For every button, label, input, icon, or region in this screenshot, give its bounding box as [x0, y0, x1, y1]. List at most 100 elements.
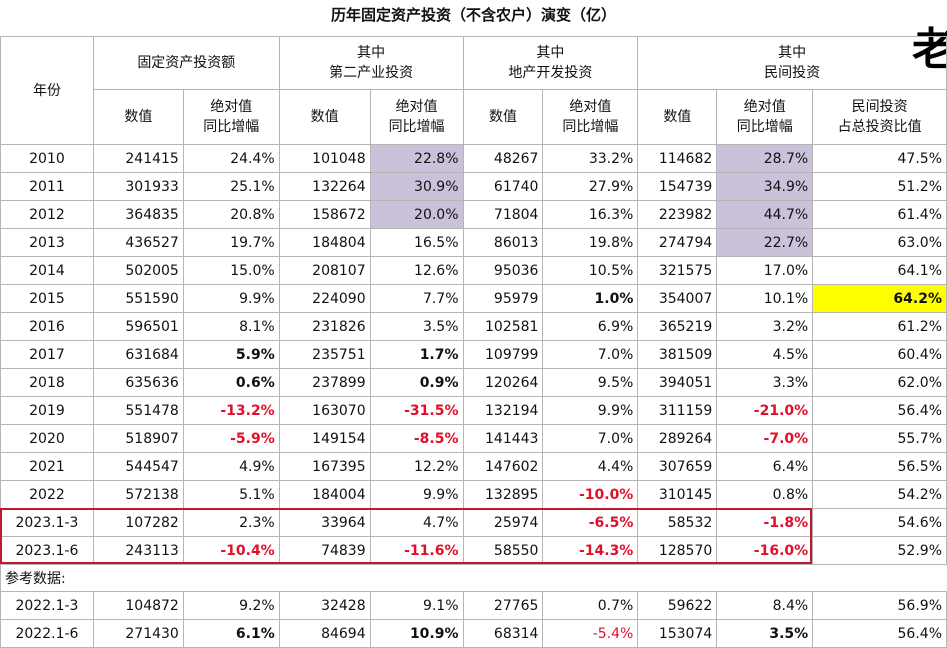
cell-sec-yoy: -8.5% — [369, 424, 464, 453]
cell-re-yoy: 27.9% — [542, 172, 639, 201]
cell-sec: 184804 — [278, 228, 371, 257]
cell-fai-yoy: 5.1% — [182, 480, 280, 509]
cell-pri-yoy: 0.8% — [716, 480, 814, 509]
cell-re: 61740 — [462, 172, 544, 201]
header-sec-yoy: 绝对值 同比增幅 — [369, 89, 464, 145]
cell-fai: 243113 — [92, 536, 184, 565]
cell-fai-yoy: 20.8% — [182, 200, 280, 229]
cell-year: 2020 — [0, 424, 94, 453]
cell-pri: 311159 — [637, 396, 718, 425]
cell-pri: 289264 — [637, 424, 718, 453]
cell-fai-yoy: -13.2% — [182, 396, 280, 425]
cell-pri-yoy: 3.2% — [716, 312, 814, 341]
cell-re: 109799 — [462, 340, 544, 369]
cell-year: 2022.1-6 — [0, 619, 94, 648]
cell-pri-yoy: 4.5% — [716, 340, 814, 369]
cell-year: 2015 — [0, 284, 94, 313]
header-pri-yoy: 绝对值 同比增幅 — [716, 89, 814, 145]
cell-sec-yoy: 12.2% — [369, 452, 464, 481]
table-row: 2013 436527 19.7% 184804 16.5% 86013 19.8% 2747… — [0, 228, 947, 257]
header-fai-value: 数值 — [92, 89, 184, 145]
header-realestate-l2: 地产开发投资 — [508, 65, 593, 81]
table-row: 2019 551478 -13.2% 163070 -31.5% 132194 9.9% 31… — [0, 396, 947, 425]
header-pri-value: 数值 — [637, 89, 718, 145]
cell-share: 56.5% — [812, 452, 947, 481]
cell-re: 141443 — [462, 424, 544, 453]
cell-fai-yoy: 2.3% — [182, 508, 280, 537]
cell-pri: 394051 — [637, 368, 718, 397]
table-row: 2018 635636 0.6% 237899 0.9% 120264 9.5% 394051… — [0, 368, 947, 397]
header-secondary: 其中 第二产业投资 — [278, 36, 464, 90]
table-row: 2021 544547 4.9% 167395 12.2% 147602 4.4% 30765… — [0, 452, 947, 481]
cell-sec: 158672 — [278, 200, 371, 229]
header-fai-yoy-l1: 绝对值 — [210, 99, 253, 115]
cell-pri: 381509 — [637, 340, 718, 369]
cell-fai: 544547 — [92, 452, 184, 481]
cell-pri-yoy: 28.7% — [716, 144, 814, 173]
cell-re-yoy: 4.4% — [542, 452, 639, 481]
header-re-yoy-l2: 同比增幅 — [562, 119, 619, 135]
cell-re-yoy: 19.8% — [542, 228, 639, 257]
cell-sec-yoy: 20.0% — [369, 200, 464, 229]
table-row: 2016 596501 8.1% 231826 3.5% 102581 6.9% 365219… — [0, 312, 947, 341]
cell-re: 102581 — [462, 312, 544, 341]
cell-pri: 365219 — [637, 312, 718, 341]
cell-fai: 551590 — [92, 284, 184, 313]
cell-pri: 223982 — [637, 200, 718, 229]
cell-pri: 321575 — [637, 256, 718, 285]
cell-re: 25974 — [462, 508, 544, 537]
cell-sec-yoy: -11.6% — [369, 536, 464, 565]
reference-row: 2022.1-6 271430 6.1% 84694 10.9% 68314 -5.4% 15… — [0, 619, 947, 648]
cell-sec: 224090 — [278, 284, 371, 313]
cell-pri-yoy: 22.7% — [716, 228, 814, 257]
cell-year: 2016 — [0, 312, 94, 341]
cell-share: 64.2% — [812, 284, 947, 313]
cell-fai-yoy: 0.6% — [182, 368, 280, 397]
cell-pri: 310145 — [637, 480, 718, 509]
cell-re: 68314 — [462, 619, 544, 648]
cell-re-yoy: 6.9% — [542, 312, 639, 341]
cell-share: 54.2% — [812, 480, 947, 509]
header-share-l1: 民间投资 — [851, 99, 908, 115]
cell-fai: 631684 — [92, 340, 184, 369]
cell-pri-yoy: -16.0% — [716, 536, 814, 565]
header-sec-yoy-l2: 同比增幅 — [388, 119, 445, 135]
cell-sec: 101048 — [278, 144, 371, 173]
cell-year: 2013 — [0, 228, 94, 257]
cell-fai: 301933 — [92, 172, 184, 201]
cell-fai: 518907 — [92, 424, 184, 453]
cell-year: 2010 — [0, 144, 94, 173]
cell-sec-yoy: -31.5% — [369, 396, 464, 425]
header-share: 民间投资 占总投资比值 — [812, 89, 947, 145]
cell-re-yoy: 10.5% — [542, 256, 639, 285]
header-sec-yoy-l1: 绝对值 — [395, 99, 438, 115]
cell-year: 2012 — [0, 200, 94, 229]
header-private: 其中 民间投资 — [637, 36, 947, 90]
cell-sec: 132264 — [278, 172, 371, 201]
header-row-2: 数值 绝对值 同比增幅 数值 绝对值 同比增幅 数值 绝对值 同比增幅 数值 绝对值同… — [1, 89, 947, 145]
cell-pri: 153074 — [637, 619, 718, 648]
cell-fai-yoy: 24.4% — [182, 144, 280, 173]
cell-sec-yoy: 1.7% — [369, 340, 464, 369]
cell-re: 132895 — [462, 480, 544, 509]
investment-table: 年份 固定资产投资额 其中 第二产业投资 其中 地产开发投资 其中 民间投资 数值 绝… — [0, 36, 947, 648]
table-row: 2022 572138 5.1% 184004 9.9% 132895 -10.0% 3101… — [0, 480, 947, 509]
header-secondary-l1: 其中 — [357, 45, 386, 61]
cell-re-yoy: 9.5% — [542, 368, 639, 397]
cell-share: 60.4% — [812, 340, 947, 369]
cell-fai-yoy: 9.9% — [182, 284, 280, 313]
cell-fai: 551478 — [92, 396, 184, 425]
reference-label: 参考数据: — [0, 564, 947, 592]
cell-fai-yoy: 15.0% — [182, 256, 280, 285]
header-realestate-l1: 其中 — [536, 45, 565, 61]
header-fai-yoy: 绝对值 同比增幅 — [182, 89, 280, 145]
cell-sec: 149154 — [278, 424, 371, 453]
cell-pri: 274794 — [637, 228, 718, 257]
header-fai: 固定资产投资额 — [92, 36, 280, 90]
cell-sec: 167395 — [278, 452, 371, 481]
cell-sec: 74839 — [278, 536, 371, 565]
cell-sec: 84694 — [278, 619, 371, 648]
cell-pri-yoy: 6.4% — [716, 452, 814, 481]
cell-pri: 59622 — [637, 591, 718, 620]
cell-pri-yoy: -21.0% — [716, 396, 814, 425]
